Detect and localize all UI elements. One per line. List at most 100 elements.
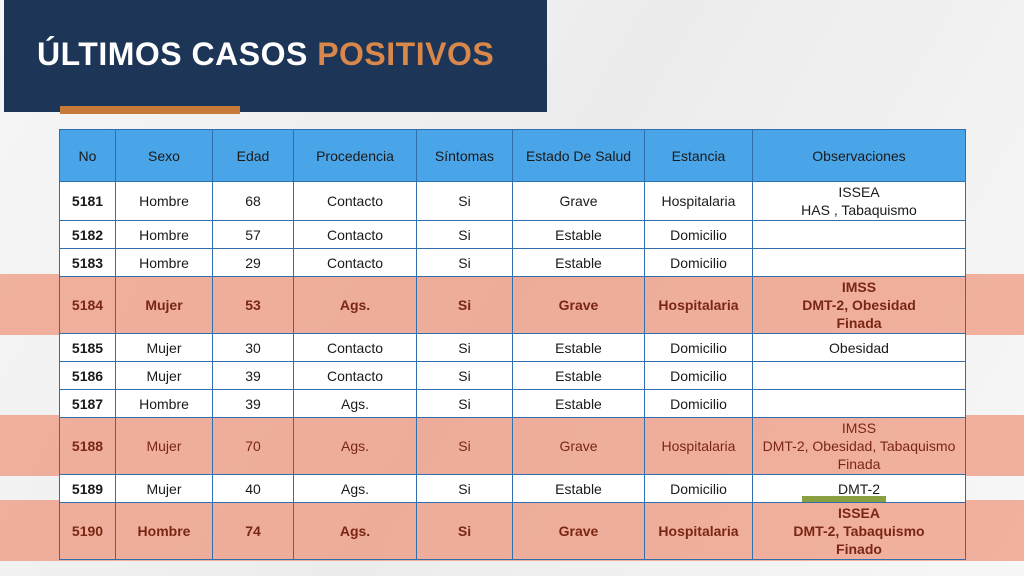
table-row: 5182 Hombre 57 Contacto Si Estable Domicilio: [59, 220, 966, 249]
title-underline: [60, 106, 240, 114]
observation-line: Finada: [837, 456, 881, 472]
table-cell: 5189: [59, 474, 116, 503]
table-cell: 5190: [59, 502, 116, 560]
table-cell: Mujer: [115, 474, 213, 503]
table-cell: Ags.: [293, 417, 417, 475]
table-cell: Domicilio: [644, 248, 753, 277]
table-cell: 5181: [59, 181, 116, 221]
title: ÚLTIMOS CASOS POSITIVOS: [37, 36, 494, 73]
column-header: Observaciones: [752, 129, 966, 182]
table-row: 5188 Mujer 70 Ags. Si Grave Hospitalaria IMSS DM…: [59, 417, 966, 475]
table-cell: 39: [212, 389, 294, 418]
column-header: Estancia: [644, 129, 753, 182]
table-cell: Estable: [512, 333, 645, 362]
table-cell: Estable: [512, 220, 645, 249]
cases-table: No Sexo Edad Procedencia Síntomas Estado De S…: [59, 129, 966, 560]
table-cell: Si: [416, 389, 513, 418]
table-cell: Estable: [512, 361, 645, 390]
table-cell: Grave: [512, 417, 645, 475]
table-cell: Hombre: [115, 181, 213, 221]
table-cell: Si: [416, 220, 513, 249]
table-cell: Domicilio: [644, 361, 753, 390]
observation-line: ISSEA: [837, 505, 880, 521]
table-cell: 29: [212, 248, 294, 277]
table-cell: 74: [212, 502, 294, 560]
table-cell: Grave: [512, 181, 645, 221]
header-row: No Sexo Edad Procedencia Síntomas Estado De S…: [59, 129, 966, 182]
table-cell: Hospitalaria: [644, 417, 753, 475]
table-cell: Domicilio: [644, 220, 753, 249]
table-cell: Hombre: [115, 220, 213, 249]
observation-line: IMSS: [841, 279, 877, 295]
observation-line: IMSS: [841, 420, 877, 436]
table-cell: 40: [212, 474, 294, 503]
table-cell: Grave: [512, 502, 645, 560]
table-cell: Si: [416, 333, 513, 362]
table-cell: Hombre: [115, 248, 213, 277]
table-cell: Si: [416, 502, 513, 560]
observation-line: HAS , Tabaquismo: [801, 202, 917, 218]
table-cell: Si: [416, 361, 513, 390]
observation-line: DMT-2, Tabaquismo: [793, 523, 925, 539]
observation-line: DMT-2: [838, 480, 880, 497]
table-cell: Mujer: [115, 276, 213, 334]
observation-line: Finada: [836, 315, 882, 331]
observation-line: DMT-2, Obesidad, Tabaquismo: [762, 438, 956, 454]
table-cell: 5188: [59, 417, 116, 475]
table-row: 5186 Mujer 39 Contacto Si Estable Domicilio: [59, 361, 966, 390]
table-cell: Ags.: [293, 474, 417, 503]
table-cell: Mujer: [115, 417, 213, 475]
table-cell: 5184: [59, 276, 116, 334]
table-cell: Grave: [512, 276, 645, 334]
table-cell: Hospitalaria: [644, 276, 753, 334]
table-cell: Contacto: [293, 248, 417, 277]
table-cell: 68: [212, 181, 294, 221]
table-cell: 70: [212, 417, 294, 475]
table-cell: 30: [212, 333, 294, 362]
table-cell: 39: [212, 361, 294, 390]
table-row: 5181 Hombre 68 Contacto Si Grave Hospitalaria I…: [59, 181, 966, 221]
table-row: 5183 Hombre 29 Contacto Si Estable Domicilio: [59, 248, 966, 277]
table-cell: Domicilio: [644, 333, 753, 362]
table-cell: Estable: [512, 474, 645, 503]
observations-cell: DMT-2: [752, 474, 966, 503]
table-row: 5187 Hombre 39 Ags. Si Estable Domicilio: [59, 389, 966, 418]
title-highlight: POSITIVOS: [317, 36, 495, 72]
observations-cell: [752, 389, 966, 418]
table-cell: Si: [416, 474, 513, 503]
observations-cell: Obesidad: [752, 333, 966, 362]
table-cell: Si: [416, 417, 513, 475]
table-cell: 5183: [59, 248, 116, 277]
table-cell: Si: [416, 181, 513, 221]
observations-cell: ISSEA DMT-2, Tabaquismo Finado: [752, 502, 966, 560]
observation-line: DMT-2, Obesidad: [802, 297, 916, 313]
table-row: 5190 Hombre 74 Ags. Si Grave Hospitalaria ISSEA…: [59, 502, 966, 560]
table-cell: Contacto: [293, 181, 417, 221]
table-cell: Ags.: [293, 502, 417, 560]
table-cell: Ags.: [293, 276, 417, 334]
table-cell: Hospitalaria: [644, 181, 753, 221]
observations-cell: IMSS DMT-2, Obesidad, Tabaquismo Finada: [752, 417, 966, 475]
table-row: 5189 Mujer 40 Ags. Si Estable Domicilio DMT-2: [59, 474, 966, 503]
table-cell: Contacto: [293, 333, 417, 362]
table-cell: 5187: [59, 389, 116, 418]
column-header: Estado De Salud: [512, 129, 645, 182]
table-cell: Domicilio: [644, 474, 753, 503]
marker: [802, 496, 886, 502]
column-header: No: [59, 129, 116, 182]
table-cell: Mujer: [115, 361, 213, 390]
table-cell: Hospitalaria: [644, 502, 753, 560]
column-header: Edad: [212, 129, 294, 182]
observation-line: Finado: [836, 541, 882, 557]
observation-line: Obesidad: [829, 339, 889, 356]
column-header: Síntomas: [416, 129, 513, 182]
table-cell: Ags.: [293, 389, 417, 418]
table-cell: Contacto: [293, 220, 417, 249]
observations-cell: [752, 220, 966, 249]
table-cell: 5182: [59, 220, 116, 249]
table-cell: Estable: [512, 248, 645, 277]
table-row: 5185 Mujer 30 Contacto Si Estable Domicilio Obe…: [59, 333, 966, 362]
table-cell: Contacto: [293, 361, 417, 390]
table-cell: Mujer: [115, 333, 213, 362]
title-text: ÚLTIMOS CASOS: [37, 36, 308, 72]
